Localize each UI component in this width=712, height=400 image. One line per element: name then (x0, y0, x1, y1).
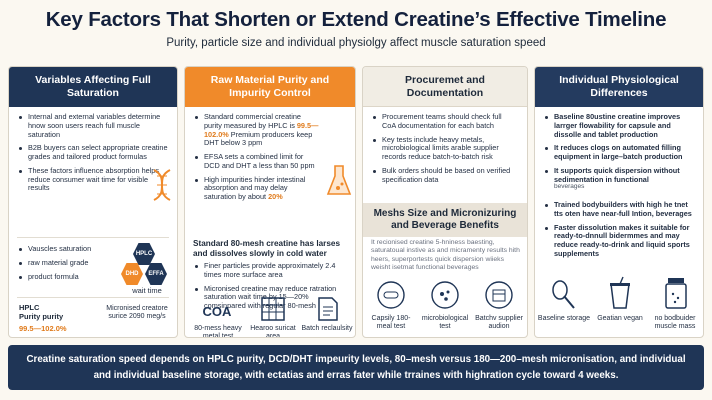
supplier-caption: Batchv supplier audion (475, 315, 523, 331)
list-item: Baseline 80ustine creatine improves larr… (545, 112, 695, 139)
summary-line-2: and individual baseline storage, with ec… (93, 369, 619, 381)
list-item: EFSA sets a combined limit for DCD and D… (195, 152, 319, 171)
list-item: Internal and external variables determin… (19, 112, 169, 139)
coa-icon: COA (202, 303, 232, 319)
panel-purity: Raw Material Purity and Impurity Control… (184, 66, 356, 338)
grid-area-icon (259, 295, 287, 323)
panel-variables-bullets: Internal and external variables determin… (9, 107, 177, 193)
list-item: Key tests include heavy metals, microbio… (373, 135, 517, 162)
list-item: Bulk orders should be based on verified … (373, 166, 517, 185)
panel-physiology-note: beverages (554, 183, 585, 190)
list-item: These factors influence absorption helps… (19, 166, 169, 193)
dna-wheel-icon (149, 167, 175, 203)
summary-banner: Creatine saturation speed depends on HPL… (8, 345, 704, 390)
panel-procurement-heading: Procuremet and Documentation (363, 67, 527, 107)
scoop-icon (549, 277, 579, 311)
capsule-caption: Capsily 180-meal test (371, 315, 411, 331)
panel-purity-bullets: Standard commercial creatine purity meas… (185, 107, 355, 202)
panel-variables-list: Vauscles saturation raw material grade p… (9, 239, 119, 286)
micronised-caption: Micronised creatore surice 2090 meg/s (106, 305, 168, 321)
effa-hex-icon: EFFA (145, 263, 167, 285)
panel-procurement: Procuremet and Documentation Procurement… (362, 66, 528, 338)
batch-caption: Batch reclaulsity (301, 325, 353, 332)
page-title: Key Factors That Shorten or Extend Creat… (45, 8, 667, 31)
summary-line-1: Creatine saturation speed depends on HPL… (26, 354, 686, 366)
cup-icon (605, 275, 635, 311)
panel-purity-heading: Raw Material Purity and Impurity Control (185, 67, 355, 107)
list-item: product formula (19, 272, 111, 282)
panel-physiology-bullets: Baseline 80ustine creatine improves larr… (535, 107, 703, 184)
list-item: Procurement teams should check full CoA … (373, 112, 517, 131)
list-item: It supports quick dispersion without sed… (545, 166, 695, 185)
supplier-box-icon (483, 279, 515, 311)
microscope-icon (429, 279, 461, 311)
panel-purity-bullets2: Finer particles provide approximately 2.… (185, 261, 355, 316)
capsule-icon (375, 279, 407, 311)
panel-physiology: Individual Physiological Differences Bas… (534, 66, 704, 338)
grid-caption: Hearoo suricat area (250, 325, 296, 338)
panel-procurement-bullets: Procurement teams should check full CoA … (363, 107, 527, 184)
list-item: Finer particles provide approximately 2.… (195, 261, 347, 280)
page-subtitle: Purity, particle size and individual phy… (166, 37, 546, 49)
dhd-hex-icon: DHD (121, 263, 143, 285)
document-icon (315, 295, 341, 323)
list-item: B2B buyers can select appropriate creati… (19, 143, 169, 162)
panel-purity-subheading: Standard 80-mesh creatine has larses and… (193, 239, 340, 258)
microbiological-caption: microbiological test (421, 315, 469, 331)
hplc-purity-title: HPLC Purity purity (19, 303, 64, 321)
list-item: Trained bodybuilders with high he tnet t… (545, 200, 697, 219)
list-item: Vauscles saturation (19, 244, 111, 254)
list-item: It reduces clogs on automated filling eq… (545, 143, 695, 162)
panel-procurement-body: It recionised creatine 5-hniness baestin… (371, 239, 520, 272)
coa-caption: 80-mess heavy metal test (194, 325, 242, 338)
vegan-caption: Geatian vegan (597, 315, 643, 322)
jar-icon (661, 275, 691, 311)
storage-caption: Baseline storage (537, 315, 591, 322)
muscle-mass-caption: no bodbuider muscle mass (654, 315, 696, 331)
flask-icon (325, 163, 353, 199)
panel-variables: Variables Affecting Full Saturation Inte… (8, 66, 178, 338)
list-item: Standard commercial creatine purity meas… (195, 112, 319, 148)
panel-variables-heading: Variables Affecting Full Saturation (9, 67, 177, 107)
panel-physiology-bullets2: Trained bodybuilders with high he tnet t… (535, 195, 703, 264)
list-item: High impurities hinder intestinal absorp… (195, 175, 319, 202)
panel-physiology-heading: Individual Physiological Differences (535, 67, 703, 107)
list-item: Micronised creatine may reduce ratration… (195, 284, 347, 311)
list-item: raw material grade (19, 258, 111, 268)
list-item: Faster dissolution makes it suitable for… (545, 223, 697, 259)
hplc-hex-icon: HPLC (133, 243, 155, 265)
hplc-purity-value: 99.5—102.0% (19, 324, 67, 333)
panel-procurement-subheading: Meshs Size and Micronizuring and Beverag… (363, 203, 527, 237)
wait-time-label: wait time (132, 286, 162, 295)
